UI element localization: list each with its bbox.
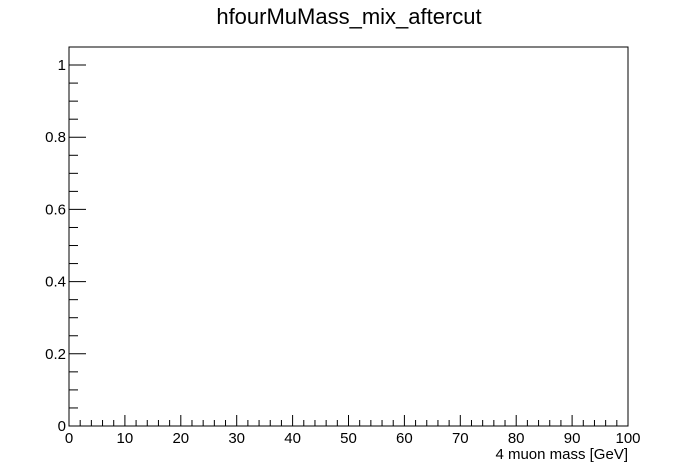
y-tick-label: 0 [58, 418, 66, 435]
x-tick-label: 40 [284, 430, 301, 447]
x-tick-label: 50 [340, 430, 357, 447]
x-tick-label: 60 [396, 430, 413, 447]
x-tick-label: 30 [228, 430, 245, 447]
x-tick-label: 80 [508, 430, 525, 447]
y-tick-label: 0.2 [45, 346, 66, 363]
plot-frame [68, 46, 629, 427]
x-axis-label: 4 muon mass [GeV] [495, 446, 628, 463]
y-tick-label: 0.4 [45, 274, 66, 291]
y-axis: 0 0.2 0.4 0.6 0.8 1 [45, 46, 86, 435]
x-axis: 0 10 20 30 40 50 60 70 80 90 100 [65, 415, 641, 447]
x-tick-label: 10 [117, 430, 134, 447]
chart-title: hfourMuMass_mix_aftercut [216, 4, 481, 29]
y-tick-label: 0.8 [45, 129, 66, 146]
x-tick-label: 70 [452, 430, 469, 447]
x-tick-label: 100 [615, 430, 640, 447]
x-tick-label: 0 [65, 430, 73, 447]
x-tick-label: 20 [172, 430, 189, 447]
y-tick-label: 0.6 [45, 201, 66, 218]
x-tick-label: 90 [564, 430, 581, 447]
y-tick-label: 1 [58, 57, 66, 74]
